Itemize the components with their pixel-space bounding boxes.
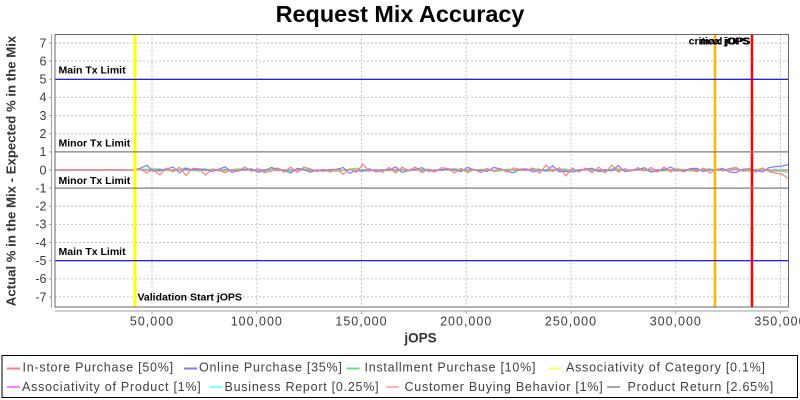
svg-text:Minor Tx Limit: Minor Tx Limit xyxy=(59,138,131,150)
svg-text:-5: -5 xyxy=(35,254,46,268)
svg-text:Installment Purchase [10%]: Installment Purchase [10%] xyxy=(365,361,537,375)
svg-text:2: 2 xyxy=(40,127,47,141)
svg-text:1: 1 xyxy=(40,145,47,159)
svg-text:7: 7 xyxy=(40,36,47,50)
svg-text:0: 0 xyxy=(40,163,47,177)
svg-text:In-store Purchase [50%]: In-store Purchase [50%] xyxy=(23,361,174,375)
svg-text:50,000: 50,000 xyxy=(130,315,174,329)
svg-text:Validation Start jOPS: Validation Start jOPS xyxy=(138,292,242,304)
svg-text:critical jOPS: critical jOPS xyxy=(689,36,751,48)
svg-text:Product Return [2.65%]: Product Return [2.65%] xyxy=(628,380,774,394)
svg-text:-3: -3 xyxy=(35,218,46,232)
svg-text:-6: -6 xyxy=(35,272,46,286)
svg-text:jOPS: jOPS xyxy=(403,331,436,346)
svg-text:Actual % in the Mix - Expected: Actual % in the Mix - Expected % in the … xyxy=(4,35,19,306)
svg-text:Associativity of Category [0.1: Associativity of Category [0.1%] xyxy=(566,361,766,375)
svg-text:-2: -2 xyxy=(35,200,46,214)
svg-text:Customer Buying Behavior [1%]: Customer Buying Behavior [1%] xyxy=(405,380,604,394)
svg-text:max jOPS: max jOPS xyxy=(700,36,749,48)
svg-text:100,000: 100,000 xyxy=(231,315,283,329)
svg-text:Business Report [0.25%]: Business Report [0.25%] xyxy=(225,380,380,394)
svg-text:-1: -1 xyxy=(35,181,46,195)
svg-text:Associativity of Product [1%]: Associativity of Product [1%] xyxy=(22,380,201,394)
svg-text:Online Purchase [35%]: Online Purchase [35%] xyxy=(199,361,343,375)
svg-text:150,000: 150,000 xyxy=(335,315,387,329)
svg-text:-7: -7 xyxy=(35,290,46,304)
svg-text:3: 3 xyxy=(40,109,47,123)
svg-text:5: 5 xyxy=(40,73,47,87)
svg-text:300,000: 300,000 xyxy=(650,315,702,329)
svg-text:6: 6 xyxy=(40,54,47,68)
svg-text:Main Tx Limit: Main Tx Limit xyxy=(59,246,127,258)
svg-text:4: 4 xyxy=(40,91,47,105)
svg-text:250,000: 250,000 xyxy=(545,315,597,329)
svg-text:Main Tx Limit: Main Tx Limit xyxy=(59,65,127,77)
svg-text:Request Mix Accuracy: Request Mix Accuracy xyxy=(276,1,525,27)
svg-text:-4: -4 xyxy=(35,236,46,250)
svg-text:350,000: 350,000 xyxy=(754,315,800,329)
svg-text:Minor Tx Limit: Minor Tx Limit xyxy=(59,175,131,187)
svg-text:200,000: 200,000 xyxy=(440,315,492,329)
